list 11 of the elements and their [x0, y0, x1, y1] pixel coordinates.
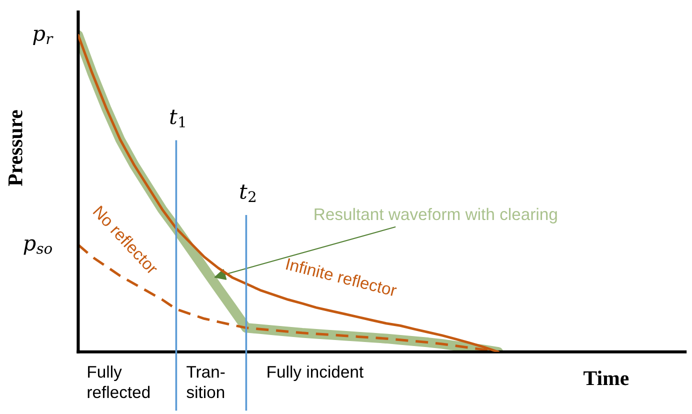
text: Fully reflected — [88, 365, 150, 398]
annotation: t$_{1}$ — [170, 110, 185, 128]
x-axis-title: Time — [584, 370, 629, 386]
text: Resultant waveform with clearing — [314, 208, 557, 224]
text: Fully incident — [268, 365, 364, 382]
text: p$_{r}$ — [33, 30, 54, 46]
text: p$_{so}$ — [24, 239, 52, 255]
text: Infinite reflector — [286, 258, 398, 297]
text: Tran- sition — [186, 366, 225, 398]
y-axis-title: Pressure — [8, 110, 22, 186]
annotation: t$_{2}$ — [240, 184, 256, 202]
